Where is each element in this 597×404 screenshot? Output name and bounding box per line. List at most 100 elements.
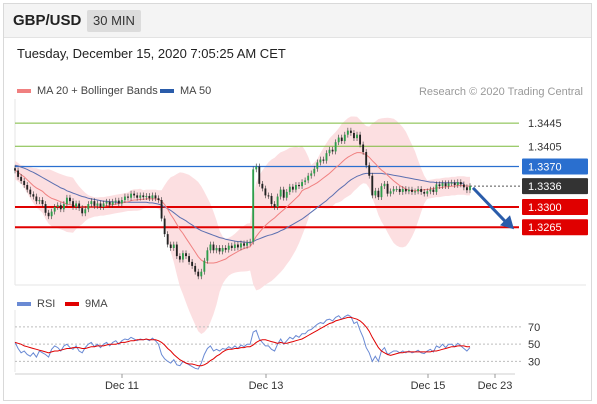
level-label-1.3370: 1.3370	[522, 158, 588, 175]
candle-body	[127, 196, 129, 198]
candle-body	[331, 149, 334, 152]
candle-body	[362, 144, 365, 153]
candle-body	[166, 234, 169, 245]
ma20-line	[14, 152, 470, 264]
candle-body	[14, 168, 16, 171]
candle-body	[291, 186, 294, 190]
candle-body	[316, 162, 319, 169]
candle-body	[340, 137, 343, 142]
candle-body	[325, 153, 328, 161]
candle-body	[206, 250, 209, 261]
candle-body	[270, 195, 273, 205]
legend-ma50: MA 50	[160, 85, 211, 97]
candle-body	[163, 218, 166, 235]
candle-body	[35, 196, 38, 202]
candle-body	[334, 142, 337, 152]
candle-body	[435, 184, 438, 192]
candle-body	[221, 248, 224, 252]
header-bar: GBP/USD 30 MIN	[4, 4, 591, 38]
candle-body	[17, 170, 19, 177]
forecast-arrow-head	[500, 215, 514, 230]
candle-body	[276, 196, 279, 207]
candle-body	[178, 256, 181, 260]
candle-body	[374, 190, 377, 196]
candle-body	[243, 243, 245, 246]
timeframe-button[interactable]: 30 MIN	[87, 10, 141, 32]
level-label-1.3336: 1.3336	[522, 178, 588, 195]
candle-body	[142, 195, 145, 198]
level-value-box	[522, 198, 588, 215]
candle-body	[466, 187, 468, 191]
candle-body	[356, 134, 358, 139]
candle-body	[59, 205, 62, 210]
level-value-box	[522, 158, 588, 175]
candle-body	[75, 203, 78, 207]
candle-body	[47, 212, 50, 217]
candle-body	[182, 253, 184, 260]
candle-body	[417, 189, 420, 192]
candle-body	[139, 195, 142, 198]
currency-pair-title: GBP/USD	[13, 12, 82, 29]
level-label-1.3300: 1.3300	[522, 198, 588, 215]
candles	[14, 127, 471, 280]
candle-body	[108, 201, 111, 205]
candle-body	[102, 203, 105, 207]
candle-body	[252, 169, 255, 242]
candle-body	[377, 190, 380, 198]
candle-body	[53, 206, 56, 212]
level-value-text: 1.3445	[528, 118, 562, 130]
candle-body	[32, 194, 35, 197]
legend-ma-bollinger-label: MA 20 + Bollinger Bands	[37, 85, 158, 97]
candle-body	[450, 182, 453, 184]
x-tick-label-Dec-11: Dec 11	[105, 380, 139, 392]
candle-body	[328, 149, 331, 154]
candle-body	[246, 242, 249, 246]
candle-body	[395, 189, 398, 191]
candle-body	[200, 271, 203, 277]
candle-body	[337, 137, 340, 143]
candle-body	[307, 175, 310, 181]
candle-body	[111, 201, 114, 205]
rsi-series-9MA	[14, 316, 470, 367]
legend-9ma: 9MA	[65, 298, 108, 310]
legend-9ma-label: 9MA	[85, 298, 108, 310]
level-label-1.3445: 1.3445	[528, 118, 562, 130]
copyright-text: Research © 2020 Trading Central	[418, 86, 583, 98]
level-label-1.3265: 1.3265	[522, 219, 588, 236]
candle-body	[38, 200, 41, 202]
candle-body	[380, 186, 383, 198]
candle-body	[456, 182, 459, 185]
level-value-text: 1.3405	[528, 141, 562, 153]
candle-body	[169, 244, 172, 248]
candle-body	[420, 189, 423, 192]
candle-body	[20, 176, 23, 181]
candle-body	[346, 130, 349, 135]
candle-body	[236, 244, 239, 248]
candle-body	[29, 189, 32, 195]
candle-body	[145, 195, 148, 198]
level-value-box	[522, 178, 588, 195]
candle-body	[441, 183, 444, 187]
candle-body	[105, 201, 108, 204]
candle-body	[136, 195, 139, 198]
candle-body	[157, 198, 160, 201]
candle-body	[349, 130, 352, 133]
candle-body	[191, 261, 194, 266]
candle-body	[114, 200, 117, 202]
candle-body	[255, 166, 258, 170]
candle-body	[240, 243, 242, 248]
candle-body	[117, 200, 120, 204]
candle-body	[44, 204, 47, 213]
candle-body	[172, 244, 175, 248]
candle-body	[197, 271, 200, 277]
candle-body	[203, 260, 206, 272]
legend-ma-bollinger: MA 20 + Bollinger Bands	[17, 85, 158, 97]
candle-body	[72, 201, 74, 207]
candle-body	[407, 189, 410, 192]
candle-body	[151, 195, 154, 199]
candle-body	[233, 244, 236, 248]
candle-body	[411, 189, 413, 192]
candle-body	[209, 244, 212, 251]
candle-body	[288, 186, 291, 192]
